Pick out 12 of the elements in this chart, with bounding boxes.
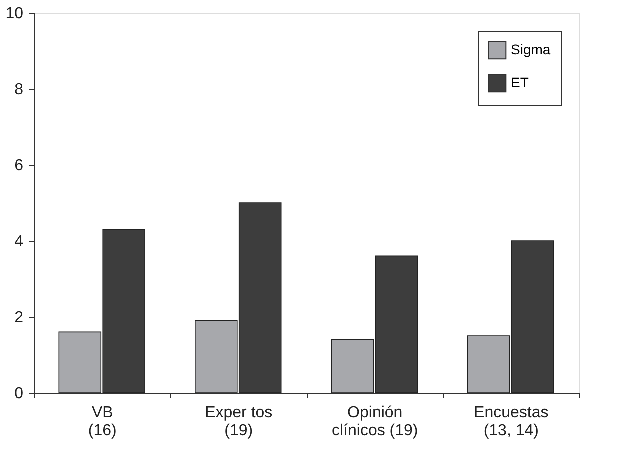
y-tick-label: 8: [14, 82, 24, 98]
legend-label: Sigma: [511, 42, 551, 58]
y-tick-label: 4: [14, 234, 24, 250]
y-tick-label: 6: [14, 158, 24, 174]
legend-label: ET: [511, 74, 530, 90]
y-tick-label: 2: [14, 310, 24, 326]
x-tick-label: VB (16): [88, 404, 117, 440]
y-tick-label: 10: [6, 6, 24, 22]
x-tick-label: Exper tos (19): [205, 404, 273, 440]
x-tick-label: Encuestas (13, 14): [474, 404, 549, 440]
x-tick-label: Opinión clínicos (19): [332, 404, 418, 440]
y-tick-label: 0: [14, 386, 24, 402]
